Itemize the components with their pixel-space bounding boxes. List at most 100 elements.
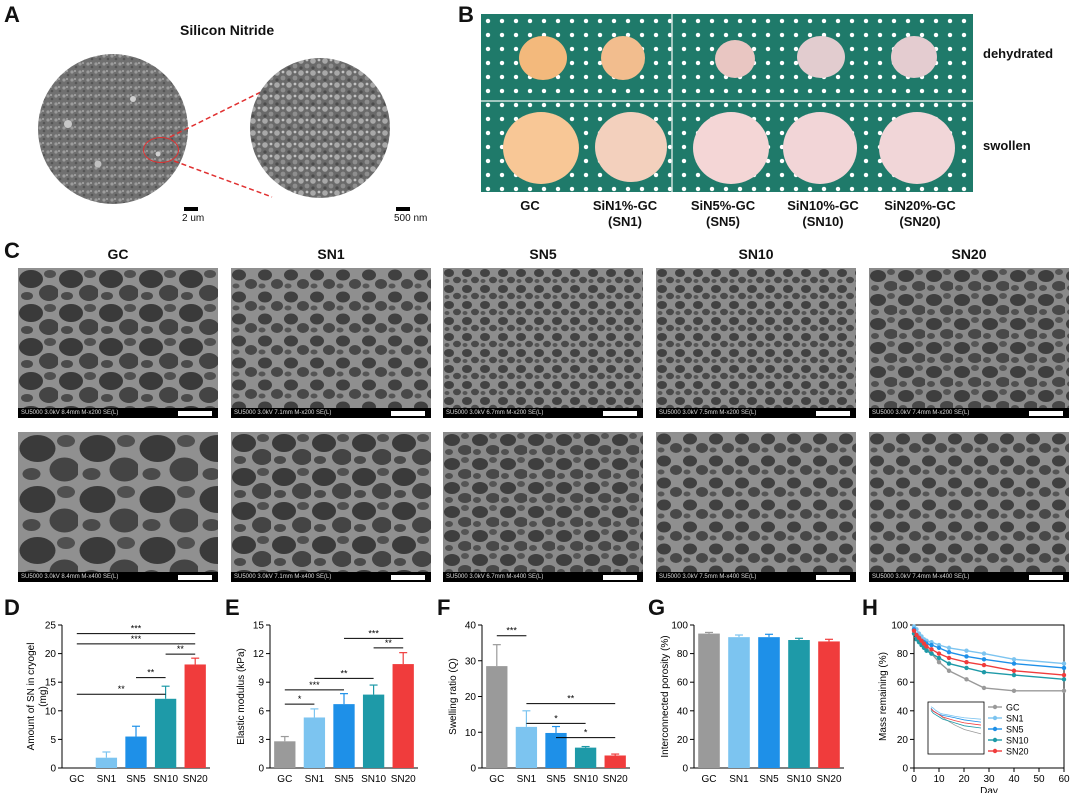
scale-text-2um: 2 um (182, 213, 205, 224)
row-label-swollen: swollen (983, 138, 1031, 153)
bar-sn5 (545, 732, 567, 768)
y-axis-label: Mass remaining (%) (878, 652, 889, 741)
y-tick-label: 6 (258, 706, 264, 717)
panel-label-h: H (862, 595, 878, 620)
bar-sn20 (604, 755, 626, 768)
panel-label-d: D (4, 595, 20, 620)
point-sn20 (929, 647, 934, 652)
bar-sn10 (574, 747, 597, 768)
significance-marker: *** (368, 628, 379, 638)
x-tick-label: GC (69, 774, 84, 785)
gel-sn10-swollen (783, 112, 857, 184)
point-sn20 (924, 644, 929, 649)
inset-frame (927, 701, 985, 755)
x-tick-label: SN10 (573, 774, 598, 785)
y-tick-label: 0 (50, 764, 56, 775)
x-tick-label: SN1 (97, 774, 117, 785)
y-axis-label: (mg) (38, 686, 49, 707)
point-sn20 (964, 659, 969, 665)
point-gc (1011, 688, 1017, 693)
y-tick-label: 20 (897, 735, 909, 746)
point-sn5 (929, 642, 934, 648)
sample-name-sn5: SiN5%-GC (SN5) (690, 198, 756, 229)
point-gc (1061, 688, 1067, 693)
legend-label-sn10: SN10 (1006, 736, 1029, 746)
bar-sn10 (154, 698, 177, 768)
point-sn10 (1011, 672, 1017, 678)
y-tick-label: 0 (682, 764, 688, 775)
significance-marker: ** (567, 694, 575, 704)
panel-label-e: E (225, 595, 240, 620)
x-tick-label: SN5 (546, 774, 566, 785)
bar-gc (274, 741, 296, 768)
point-sn5 (1061, 665, 1067, 671)
gel-sn5-swollen (693, 112, 769, 184)
y-tick-label: 60 (677, 678, 689, 689)
sem-sn1-x200: SU5000 3.0kV 7.1mm M-x200 SE(L) (231, 268, 431, 418)
point-sn10 (981, 669, 987, 675)
point-sn10 (929, 651, 934, 656)
point-sn1 (1011, 657, 1017, 662)
gel-sn20-swollen (879, 112, 955, 184)
y-tick-label: 3 (258, 735, 264, 746)
col-title-gc: GC (107, 246, 129, 262)
point-sn20 (921, 641, 927, 646)
significance-marker: ** (340, 668, 348, 678)
y-tick-label: 30 (465, 656, 477, 667)
bar-sn5 (333, 704, 355, 768)
point-sn20 (911, 628, 917, 633)
bar-sn1 (728, 637, 750, 768)
panel-label-c: C (4, 238, 20, 263)
point-sn5 (981, 657, 987, 662)
point-sn10 (924, 648, 929, 653)
y-tick-label: 40 (465, 621, 477, 632)
x-tick-label: SN20 (391, 774, 416, 785)
y-tick-label: 40 (677, 706, 689, 717)
y-tick-label: 60 (897, 678, 909, 689)
point-sn5 (964, 654, 969, 659)
gel-sn5-dehydrated (715, 40, 755, 78)
legend-marker-sn1 (992, 715, 998, 721)
sem-gc-x400: SU5000 3.0kV 8.4mm M-x400 SE(L) (18, 432, 218, 582)
point-sn1 (946, 645, 952, 651)
legend-label-gc: GC (1006, 703, 1020, 713)
y-tick-label: 12 (253, 649, 265, 660)
gel-sn1-swollen (595, 112, 667, 182)
panel-label-g: G (648, 595, 666, 620)
point-sn20 (1011, 668, 1017, 673)
gel-gc-dehydrated (519, 36, 567, 80)
significance-marker: * (298, 694, 302, 704)
sem-zoom-circle (250, 58, 390, 198)
chart-h-mass-remaining: 0 20 40 60 80 100 0 10 20 30 40 50 60 Day Mass remaini… (878, 621, 1070, 793)
x-tick-label: SN10 (153, 774, 178, 785)
bar-sn10 (788, 640, 810, 768)
x-tick-label: 10 (933, 774, 945, 785)
point-gc (964, 677, 969, 682)
x-tick-label: 0 (911, 774, 917, 785)
scale-text-500nm: 500 nm (394, 213, 428, 224)
point-sn5 (946, 649, 952, 655)
bar-sn20 (818, 641, 840, 768)
x-tick-label: SN20 (816, 774, 841, 785)
y-tick-label: 40 (897, 706, 909, 717)
point-sn20 (936, 651, 942, 656)
col-title-sn10: SN10 (738, 246, 774, 262)
significance-marker: *** (309, 680, 320, 690)
point-sn20 (981, 662, 987, 668)
zoom-region-marker (143, 137, 179, 163)
inset-line-sn10 (930, 710, 982, 729)
x-tick-label: 60 (1058, 774, 1070, 785)
significance-marker: ** (177, 644, 185, 654)
sample-name-sn1: SiN1%-GC (SN1) (592, 198, 658, 229)
bar-sn20 (392, 664, 414, 768)
significance-marker: * (554, 713, 558, 723)
point-sn20 (919, 638, 924, 643)
bar-sn5 (758, 637, 780, 768)
y-tick-label: 0 (902, 764, 908, 775)
point-sn20 (914, 632, 919, 638)
point-sn10 (1061, 677, 1067, 682)
y-tick-label: 0 (470, 764, 476, 775)
col-title-sn20: SN20 (951, 246, 987, 262)
y-tick-label: 100 (671, 621, 688, 632)
x-tick-label: SN20 (603, 774, 628, 785)
